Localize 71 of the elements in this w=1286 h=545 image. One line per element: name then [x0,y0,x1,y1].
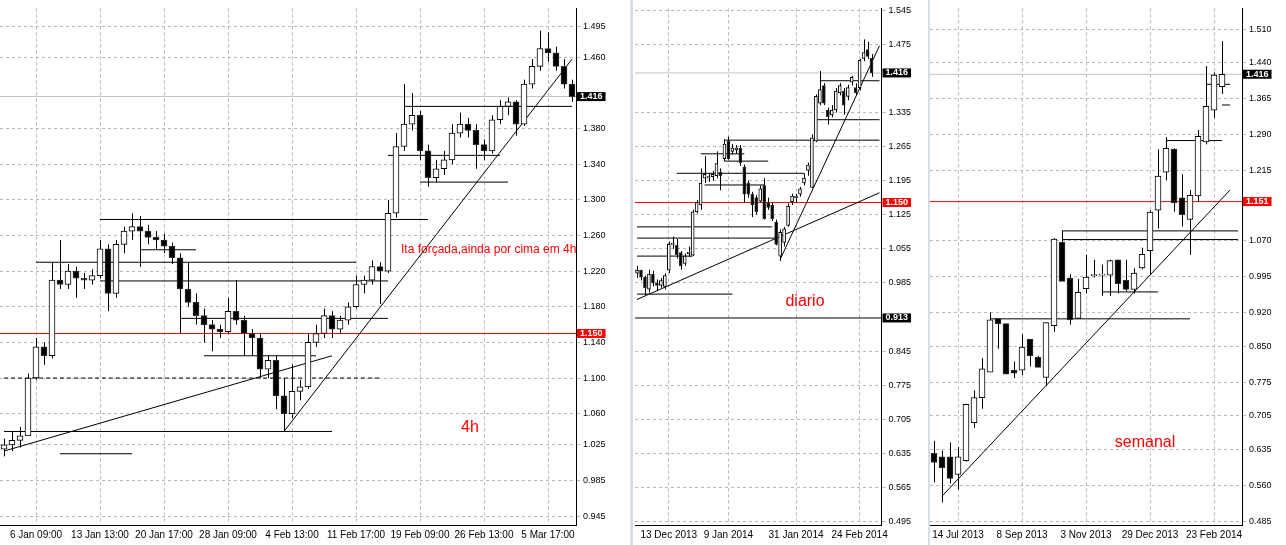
annotation: Ita forçada,ainda por cima em 4h [401,242,577,257]
x-tick-label: 13 Dec 2013 [640,528,698,540]
x-tick-label: 9 Jan 2014 [703,528,754,540]
y-tick-label: 1.125 [888,209,912,220]
x-tick-label: 28 Jan 09:00 [199,528,258,540]
x-tick-label: 24 Feb 2014 [831,528,889,540]
x-tick-label: 8 Sep 2013 [996,528,1049,540]
y-tick-label: 1.440 [1249,57,1272,68]
x-tick-label: 29 Dec 2013 [1121,528,1179,540]
y-tick-label: 1.265 [888,140,912,151]
x-tick-label: 4 Feb 13:00 [265,528,320,540]
ref-line-label: 1.150 [885,197,909,208]
y-tick-label: 0.705 [1249,410,1272,421]
y-tick-label: 1.365 [1249,93,1272,104]
y-tick-label: 1.380 [583,123,606,134]
ref-line-label: 1.150 [580,327,603,338]
y-tick-label: 0.985 [888,277,912,288]
annotation: 4h [461,418,479,436]
y-tick-label: 1.335 [888,106,912,117]
x-tick-label: 3 Nov 2013 [1060,528,1113,540]
y-tick-label: 1.100 [583,372,606,383]
y-tick-label: 0.945 [583,510,606,521]
y-tick-label: 0.705 [888,413,912,424]
y-tick-label: 1.475 [888,38,912,49]
y-tick-label: 0.845 [888,345,912,356]
x-tick-label: 13 Jan 13:00 [71,528,130,540]
y-tick-label: 1.055 [888,243,912,254]
y-tick-label: 0.775 [1249,376,1272,387]
y-tick-label: 1.545 [888,4,912,15]
x-tick-label: 20 Jan 17:00 [135,528,194,540]
y-tick-label: 0.920 [1249,307,1272,318]
y-tick-label: 0.775 [888,379,912,390]
y-tick-label: 1.195 [888,175,912,186]
y-tick-label: 1.260 [583,230,606,241]
y-tick-label: 1.025 [583,439,606,450]
x-tick-label: 5 Mar 17:00 [521,528,576,540]
y-tick-label: 1.180 [583,301,606,312]
y-tick-label: 1.300 [583,194,606,205]
ref-line-label: 1.416 [1246,68,1269,79]
ref-line-label: 1.416 [580,91,603,102]
x-tick-label: 11 Feb 17:00 [326,528,386,540]
y-tick-label: 1.060 [583,408,606,419]
x-tick-label: 19 Feb 09:00 [390,528,450,540]
y-tick-label: 0.635 [888,447,912,458]
ref-line-label: 0.913 [885,312,909,323]
y-tick-label: 0.560 [1249,480,1272,491]
y-tick-label: 0.850 [1249,340,1272,351]
y-tick-label: 1.070 [1249,234,1272,245]
x-tick-label: 6 Jan 09:00 [9,528,63,540]
y-tick-label: 0.985 [583,474,606,485]
y-tick-label: 1.495 [583,20,606,31]
x-tick-label: 14 Jul 2013 [932,528,985,540]
y-tick-label: 1.215 [1249,165,1272,176]
y-tick-label: 1.460 [583,51,606,62]
y-tick-label: 1.140 [583,336,606,347]
annotation: diario [785,292,825,310]
y-tick-label: 1.340 [583,158,606,169]
ref-line-label: 1.416 [885,67,909,78]
x-tick-label: 31 Jan 2014 [768,528,824,540]
y-tick-label: 1.220 [583,265,606,276]
y-tick-label: 0.565 [888,481,912,492]
y-tick-label: 1.510 [1249,23,1272,34]
ref-line-label: 1.151 [1246,196,1269,207]
y-tick-label: 0.995 [1249,271,1272,282]
y-tick-label: 0.495 [888,516,912,527]
x-tick-label: 26 Feb 13:00 [454,528,514,540]
x-tick-label: 23 Feb 2014 [1185,528,1243,540]
y-tick-label: 1.290 [1249,129,1272,140]
y-tick-label: 0.485 [1249,516,1272,527]
y-tick-label: 0.635 [1249,444,1272,455]
annotation: semanal [1114,433,1176,451]
